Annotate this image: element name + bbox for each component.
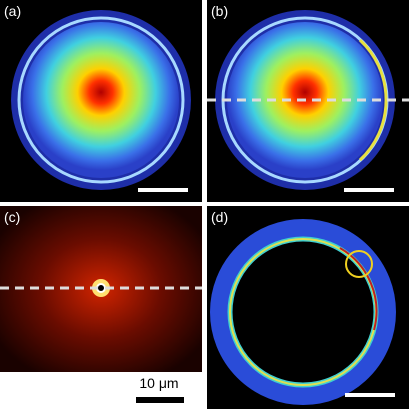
panel-a: (a): [0, 0, 202, 202]
panel-label: (a): [4, 3, 21, 19]
panel-label: (b): [211, 3, 228, 19]
panel-label: (c): [4, 209, 20, 225]
panel-label: (d): [211, 209, 228, 225]
scale-bar-label: 10 μm: [139, 375, 178, 391]
panel-c: (c) 10 μm: [0, 206, 202, 403]
panel-d: (d): [207, 206, 409, 409]
panel-b: (b): [207, 0, 409, 202]
